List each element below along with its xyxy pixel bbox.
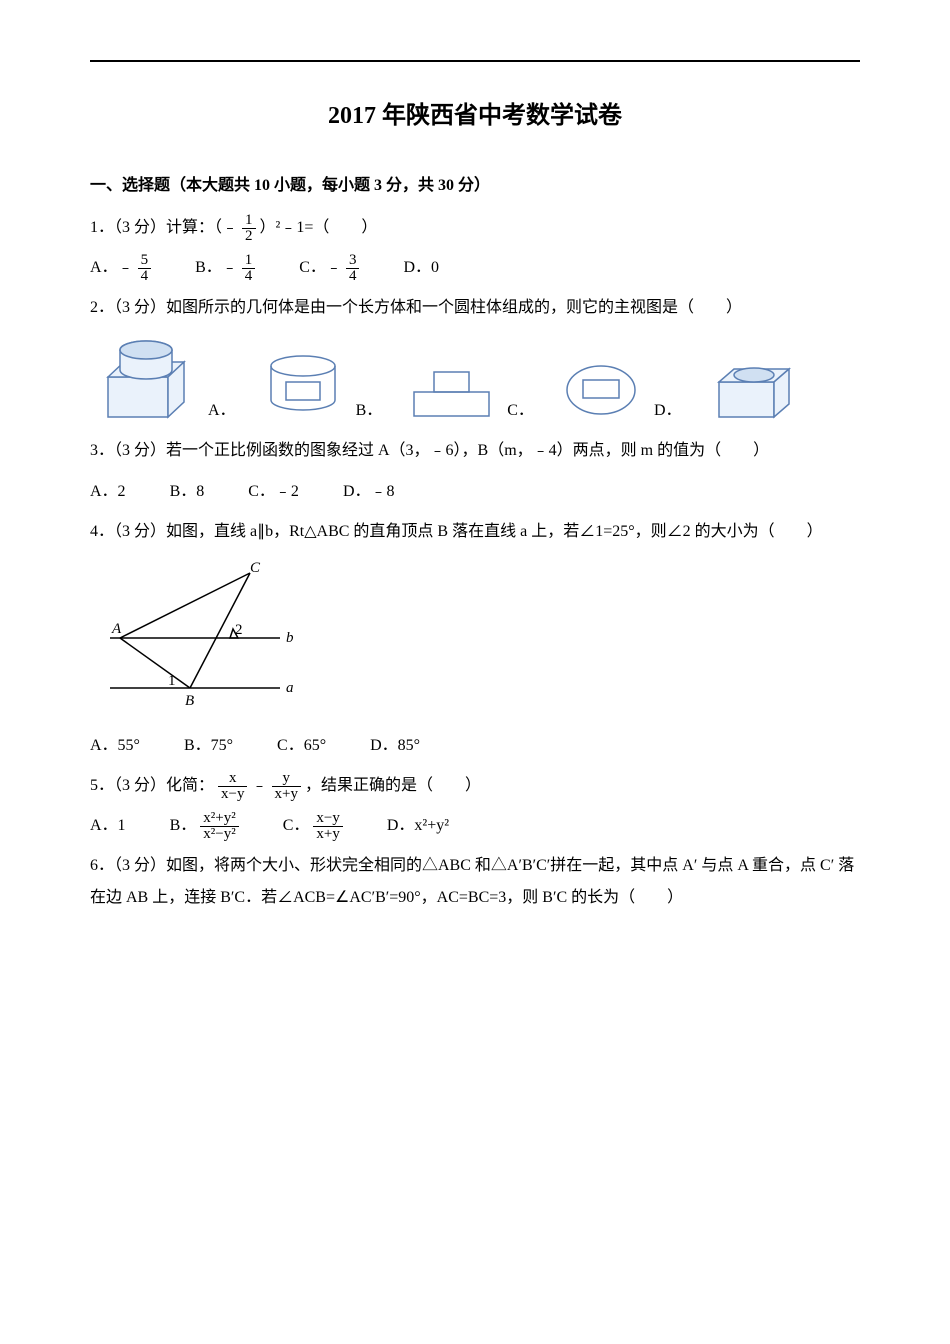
- q4-label-C: C: [250, 560, 261, 576]
- q1-b-frac: 1 4: [242, 253, 256, 284]
- q4-label-a: a: [286, 680, 294, 696]
- q2-label-c: C．: [507, 402, 534, 419]
- q5-term1: x x−y: [218, 771, 247, 802]
- q1-den: 2: [242, 229, 256, 244]
- q2-option-d-figure: [704, 347, 804, 427]
- q3-option-b: B．8: [170, 476, 205, 508]
- q1-option-a: A．﹣ 5 4: [90, 252, 151, 284]
- q4-label-A: A: [111, 621, 122, 637]
- q1-a-frac: 5 4: [138, 253, 152, 284]
- q4-label-b: b: [286, 630, 294, 646]
- q4-option-a: A．55°: [90, 730, 140, 762]
- q5-stem-prefix: 5．（3 分）化简：: [90, 777, 214, 794]
- q5-option-a: A．1: [90, 810, 126, 842]
- q1-stem-prefix: 1．（3 分）计算：（﹣: [90, 219, 238, 236]
- question-4: 4．（3 分）如图，直线 a∥b，Rt△ABC 的直角顶点 B 落在直线 a 上…: [90, 516, 860, 548]
- q1-stem-suffix: ）²﹣1=（ ）: [260, 219, 378, 236]
- q1-num: 1: [242, 213, 256, 229]
- q4-options: A．55° B．75° C．65° D．85°: [90, 730, 860, 762]
- q5-option-d: D．x²+y²: [387, 810, 449, 842]
- question-1: 1．（3 分）计算：（﹣ 1 2 ）²﹣1=（ ）: [90, 212, 860, 244]
- section-heading: 一、选择题（本大题共 10 小题，每小题 3 分，共 30 分）: [90, 170, 860, 202]
- q1-a-prefix: A．﹣: [90, 259, 134, 276]
- q1-option-c: C．﹣ 3 4: [299, 252, 359, 284]
- page-title: 2017 年陕西省中考数学试卷: [90, 92, 860, 140]
- question-5: 5．（3 分）化简： x x−y ﹣ y x+y ，结果正确的是（ ）: [90, 770, 860, 802]
- q5-term2: y x+y: [272, 771, 301, 802]
- q2-solid: [90, 332, 200, 427]
- q3-option-d: D．﹣8: [343, 476, 395, 508]
- question-2: 2．（3 分）如图所示的几何体是由一个长方体和一个圆柱体组成的，则它的主视图是（…: [90, 292, 860, 324]
- q5-options: A．1 B． x²+y² x²−y² C． x−y x+y D．x²+y²: [90, 810, 860, 842]
- q5-option-b: B． x²+y² x²−y²: [170, 810, 239, 842]
- q5-b-frac: x²+y² x²−y²: [200, 811, 238, 842]
- q1-b-prefix: B．﹣: [195, 259, 238, 276]
- q5-c-prefix: C．: [283, 817, 310, 834]
- question-6: 6．（3 分）如图，将两个大小、形状完全相同的△ABC 和△A′B′C′拼在一起…: [90, 850, 860, 914]
- q2-label-b: B．: [356, 402, 383, 419]
- q2-option-c-figure: [556, 352, 646, 427]
- q2-label-a: A．: [208, 402, 236, 419]
- q1-options: A．﹣ 5 4 B．﹣ 1 4 C．﹣ 3 4 D．0: [90, 252, 860, 284]
- q3-option-c: C．﹣2: [248, 476, 299, 508]
- q4-label-B: B: [185, 693, 194, 708]
- q3-option-a: A．2: [90, 476, 126, 508]
- q4-option-c: C．65°: [277, 730, 326, 762]
- q4-option-d: D．85°: [370, 730, 420, 762]
- q5-b-prefix: B．: [170, 817, 197, 834]
- top-rule: [90, 60, 860, 62]
- q1-c-frac: 3 4: [346, 253, 360, 284]
- q4-figure: A C B b a 1 2: [90, 558, 860, 720]
- q1-fraction: 1 2: [242, 213, 256, 244]
- q1-option-d: D．0: [403, 252, 439, 284]
- q5-minus: ﹣: [251, 777, 267, 794]
- q4-option-b: B．75°: [184, 730, 233, 762]
- q5-c-frac: x−y x+y: [313, 811, 342, 842]
- question-3: 3．（3 分）若一个正比例函数的图象经过 A（3，﹣6），B（m，﹣4）两点，则…: [90, 435, 860, 467]
- q5-option-c: C． x−y x+y: [283, 810, 343, 842]
- q4-angle-2: 2: [235, 622, 243, 638]
- q2-option-b-figure: [404, 352, 499, 427]
- q2-option-a-figure: [258, 352, 348, 427]
- q2-figures: A． B． C． D．: [90, 332, 860, 427]
- q3-options: A．2 B．8 C．﹣2 D．﹣8: [90, 475, 860, 507]
- q4-angle-1: 1: [168, 673, 176, 689]
- q5-stem-suffix: ，结果正确的是（ ）: [305, 777, 481, 794]
- q1-c-prefix: C．﹣: [299, 259, 342, 276]
- q2-label-d: D．: [654, 402, 682, 419]
- q1-option-b: B．﹣ 1 4: [195, 252, 255, 284]
